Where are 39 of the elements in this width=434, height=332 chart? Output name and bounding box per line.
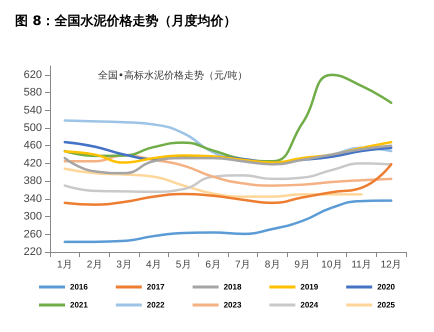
legend-label: 2021: [70, 300, 88, 310]
legend-label: 2018: [224, 282, 242, 292]
legend-label: 2020: [377, 282, 396, 292]
legend-label: 2019: [300, 282, 319, 292]
line-series: [64, 162, 392, 194]
x-tick-label: 10月: [321, 260, 342, 270]
x-tick-label: 2月: [86, 260, 102, 270]
y-tick-label: 580: [24, 86, 42, 99]
x-tick-label: 3月: [116, 260, 132, 270]
x-tick-label: 4月: [146, 260, 162, 270]
y-tick-label: 340: [24, 192, 42, 205]
y-tick-label: 620: [24, 68, 42, 81]
y-tick-label: 460: [24, 140, 42, 152]
legend-label: 2022: [146, 300, 166, 310]
chart-title: 图 8：全国水泥价格走势（月度均价）: [15, 13, 237, 29]
y-tick-label: 220: [24, 246, 42, 258]
chart-subtitle: 全国•高标水泥价格走势（元/吨）: [98, 70, 248, 82]
y-tick-label: 380: [24, 175, 42, 188]
x-tick-label: 7月: [235, 260, 251, 270]
legend-label: 2025: [377, 300, 396, 310]
y-tick-label: 540: [24, 104, 42, 116]
y-tick-label: 420: [24, 157, 42, 170]
line-series: [64, 144, 392, 174]
y-tick-label: 260: [24, 228, 42, 240]
y-tick-label: 300: [24, 210, 42, 223]
x-tick-label: 5月: [176, 260, 192, 270]
legend-label: 2016: [70, 282, 88, 292]
line-series: [64, 163, 392, 206]
x-tick-label: 8月: [264, 260, 280, 270]
x-tick-label: 11月: [351, 260, 372, 270]
x-tick-label: 6月: [205, 260, 221, 270]
line-series: [64, 199, 392, 244]
legend-label: 2023: [224, 300, 242, 310]
legend-label: 2024: [300, 300, 319, 310]
x-tick-label: 12月: [380, 260, 402, 270]
legend-label: 2017: [146, 282, 166, 292]
y-tick-label: 500: [24, 122, 42, 134]
x-tick-label: 1月: [57, 260, 73, 270]
x-tick-label: 9月: [294, 260, 310, 270]
